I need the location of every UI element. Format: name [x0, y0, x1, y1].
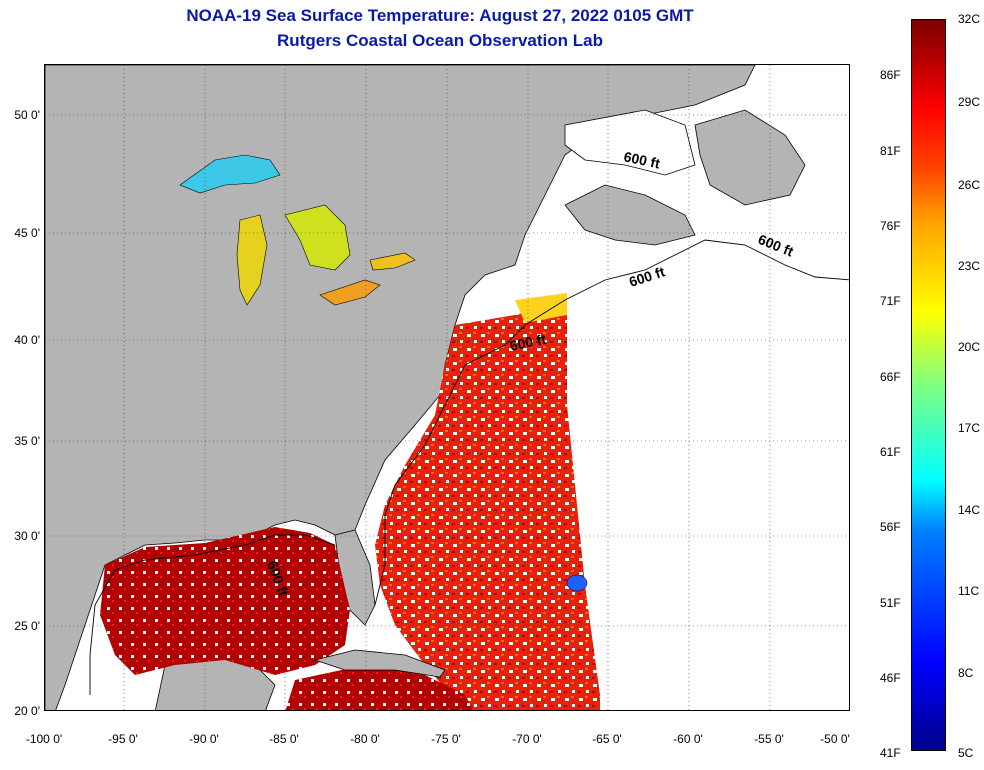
- land-cuba: [313, 649, 446, 678]
- contour-label-3: 600 ft: [627, 263, 667, 290]
- colorbar-f-71: 71F: [880, 294, 901, 308]
- colorbar-c-32: 32C: [958, 12, 981, 26]
- contour-label-4: 600 ft: [508, 331, 547, 354]
- colorbar-c-14: 14C: [958, 503, 981, 517]
- lon-label-90: -90 0': [189, 732, 219, 746]
- lon-label-100: -100 0': [25, 732, 63, 746]
- colorbar-f-51: 51F: [880, 596, 901, 610]
- colorbar-f-86: 86F: [880, 68, 901, 82]
- map-subtitle: Rutgers Coastal Ocean Observation Lab: [277, 31, 603, 50]
- temperature-colorbar: [911, 19, 946, 751]
- sst-gulf-of-mexico: [100, 527, 350, 675]
- colorbar-c-11: 11C: [958, 584, 980, 598]
- colorbar-f-41: 41F: [880, 746, 901, 760]
- lat-label-20: 20 0': [14, 704, 40, 718]
- colorbar-f-66: 66F: [880, 370, 901, 384]
- lon-label-60: -60 0': [673, 732, 703, 746]
- colorbar-c-26: 26C: [958, 178, 981, 192]
- sst-shelf: [515, 293, 567, 323]
- lake-michigan: [236, 214, 268, 306]
- colorbar-c-29: 29C: [958, 95, 981, 109]
- cold-eddy: [566, 574, 588, 592]
- lake-superior: [179, 154, 281, 194]
- lon-label-75: -75 0': [431, 732, 461, 746]
- lake-huron: [284, 204, 351, 271]
- sst-caribbean: [285, 665, 474, 710]
- colorbar-f-46: 46F: [880, 671, 901, 685]
- land-maritimes: [564, 184, 696, 246]
- contour-label-2: 600 ft: [756, 231, 796, 260]
- map-canvas: 600 ft 600 ft 600 ft 600 ft 600 ft: [45, 65, 849, 710]
- colorbar-f-81: 81F: [880, 144, 901, 158]
- lat-label-35: 35 0': [14, 434, 40, 448]
- lon-label-65: -65 0': [592, 732, 622, 746]
- lon-label-80: -80 0': [350, 732, 380, 746]
- colorbar-c-5: 5C: [958, 746, 974, 760]
- lat-label-45: 45 0': [14, 226, 40, 240]
- contour-label-1: 600 ft: [622, 148, 661, 171]
- lake-ontario: [369, 252, 416, 271]
- colorbar-f-56: 56F: [880, 520, 901, 534]
- colorbar-f-76: 76F: [880, 219, 901, 233]
- isobath-600ft-gulf: [89, 534, 336, 695]
- colorbar-c-8: 8C: [958, 666, 974, 680]
- sst-map: 600 ft 600 ft 600 ft 600 ft 600 ft: [44, 64, 850, 711]
- isobath-600ft: [464, 239, 849, 366]
- lat-label-30: 30 0': [14, 529, 40, 543]
- lon-label-95: -95 0': [108, 732, 138, 746]
- colorbar-c-20: 20C: [958, 340, 981, 354]
- land-newfoundland: [694, 109, 806, 206]
- gulf-st-lawrence: [564, 109, 696, 176]
- lon-label-70: -70 0': [512, 732, 542, 746]
- isobath-600ft-south: [374, 364, 466, 606]
- colorbar-c-23: 23C: [958, 259, 981, 273]
- colorbar-c-17: 17C: [958, 421, 981, 435]
- lat-label-25: 25 0': [14, 619, 40, 633]
- sst-atlantic-gulf-stream: [375, 301, 600, 710]
- lon-label-85: -85 0': [269, 732, 299, 746]
- lat-label-50: 50 0': [14, 108, 40, 122]
- lat-label-40: 40 0': [14, 333, 40, 347]
- colorbar-f-61: 61F: [880, 445, 901, 459]
- map-title: NOAA-19 Sea Surface Temperature: August …: [186, 6, 694, 25]
- lon-label-50: -50 0': [820, 732, 850, 746]
- lake-erie: [319, 279, 381, 306]
- lon-label-55: -55 0': [754, 732, 784, 746]
